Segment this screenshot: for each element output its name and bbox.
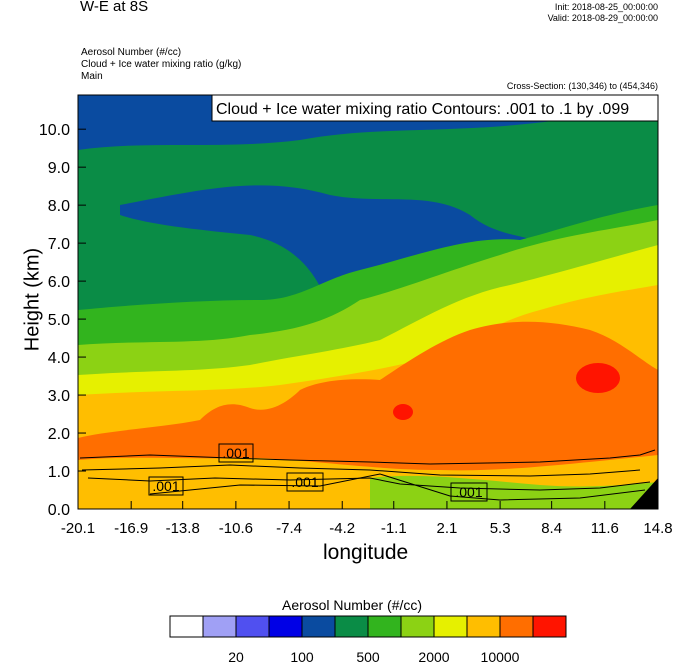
field-name-cloud: Cloud + Ice water mixing ratio (g/kg) [81,59,242,70]
colorbar-swatch [301,615,336,638]
y-tick-label: 10.0 [39,122,70,139]
colorbar-swatch [532,615,567,638]
x-axis-label: longitude [323,541,409,564]
field-name-aerosol: Aerosol Number (#/cc) [81,47,182,58]
colorbar-swatch [400,615,435,638]
colorbar [169,615,567,638]
y-tick-label: 5.0 [48,312,70,329]
band-red-2 [393,404,413,420]
y-tick-label: 3.0 [48,388,70,405]
colorbar-swatch [433,615,468,638]
contour-label: .001 [152,478,179,494]
band-red-1 [576,363,620,393]
x-tick-label: 8.4 [541,520,562,537]
x-tick-label: -20.1 [61,520,95,537]
shaded-field [78,95,658,509]
contour-label: .001 [455,484,482,500]
terrain [630,478,658,509]
colorbar-label: 500 [356,649,380,665]
field-name-main: Main [81,71,103,82]
cross-section-label: Cross-Section: (130,346) to (454,346) [506,81,658,91]
y-tick-label: 8.0 [48,198,70,215]
valid-time: Valid: 2018-08-29_00:00:00 [547,13,658,23]
contour-info-box [211,94,659,122]
y-axis: 0.0 1.0 2.0 3.0 4.0 5.0 6.0 7.0 8.0 9.0 10.0 [39,122,86,519]
y-tick-label: 2.0 [48,426,70,443]
y-tick-label: 7.0 [48,236,70,253]
x-tick-label: 5.3 [490,520,511,537]
x-tick-label: -4.2 [329,520,355,537]
contour-line-labels: .001 .001 .001 .001 [148,443,488,502]
band-green-low [370,475,658,509]
x-tick-label: -13.8 [166,520,200,537]
y-tick-label: 4.0 [48,350,70,367]
cloud-contours [79,449,656,501]
contour-label: .001 [291,474,318,490]
colorbar-swatch [268,615,303,638]
x-tick-label: -16.9 [114,520,148,537]
x-axis: -20.1 -16.9 -13.8 -10.6 -7.4 -4.2 -1.1 2.1 5.3 8.… [61,501,673,537]
colorbar-label: 20 [228,649,244,665]
x-tick-label: -7.4 [276,520,302,537]
colorbar-label: 10000 [480,649,520,665]
colorbar-swatch [466,615,501,638]
y-tick-label: 6.0 [48,274,70,291]
init-time: Init: 2018-08-25_00:00:00 [554,2,658,12]
y-tick-label: 9.0 [48,160,70,177]
colorbar-swatch [202,615,237,638]
y-tick-label: 1.0 [48,464,70,481]
x-tick-label: -1.1 [381,520,407,537]
x-tick-label: 11.6 [591,520,619,537]
contour-label: .001 [222,445,249,461]
contour-info-label: Cloud + Ice water mixing ratio Contours:… [216,101,629,118]
colorbar-swatch [334,615,369,638]
colorbar-label: 100 [290,649,314,665]
band-blue-lobe [120,185,560,310]
plot-title: W-E at 8S [80,0,149,15]
y-tick-label: 0.0 [48,502,70,519]
colorbar-swatch [367,615,402,638]
colorbar-swatch [499,615,534,638]
colorbar-swatch [235,615,270,638]
y-axis-label: Height (km) [21,247,44,352]
x-tick-label: -10.6 [219,520,253,537]
x-tick-label: 14.8 [643,520,672,537]
colorbar-label: 2000 [418,649,450,665]
colorbar-title: Aerosol Number (#/cc) [282,597,423,613]
x-tick-label: 2.1 [437,520,458,537]
plot-frame [77,94,659,510]
colorbar-swatch [169,615,204,638]
